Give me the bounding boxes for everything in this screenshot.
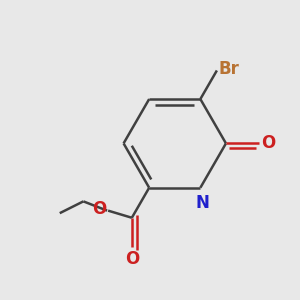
Text: O: O [262,134,276,152]
Text: Br: Br [218,60,239,78]
Text: O: O [92,200,106,218]
Text: N: N [195,194,209,212]
Text: O: O [125,250,139,268]
